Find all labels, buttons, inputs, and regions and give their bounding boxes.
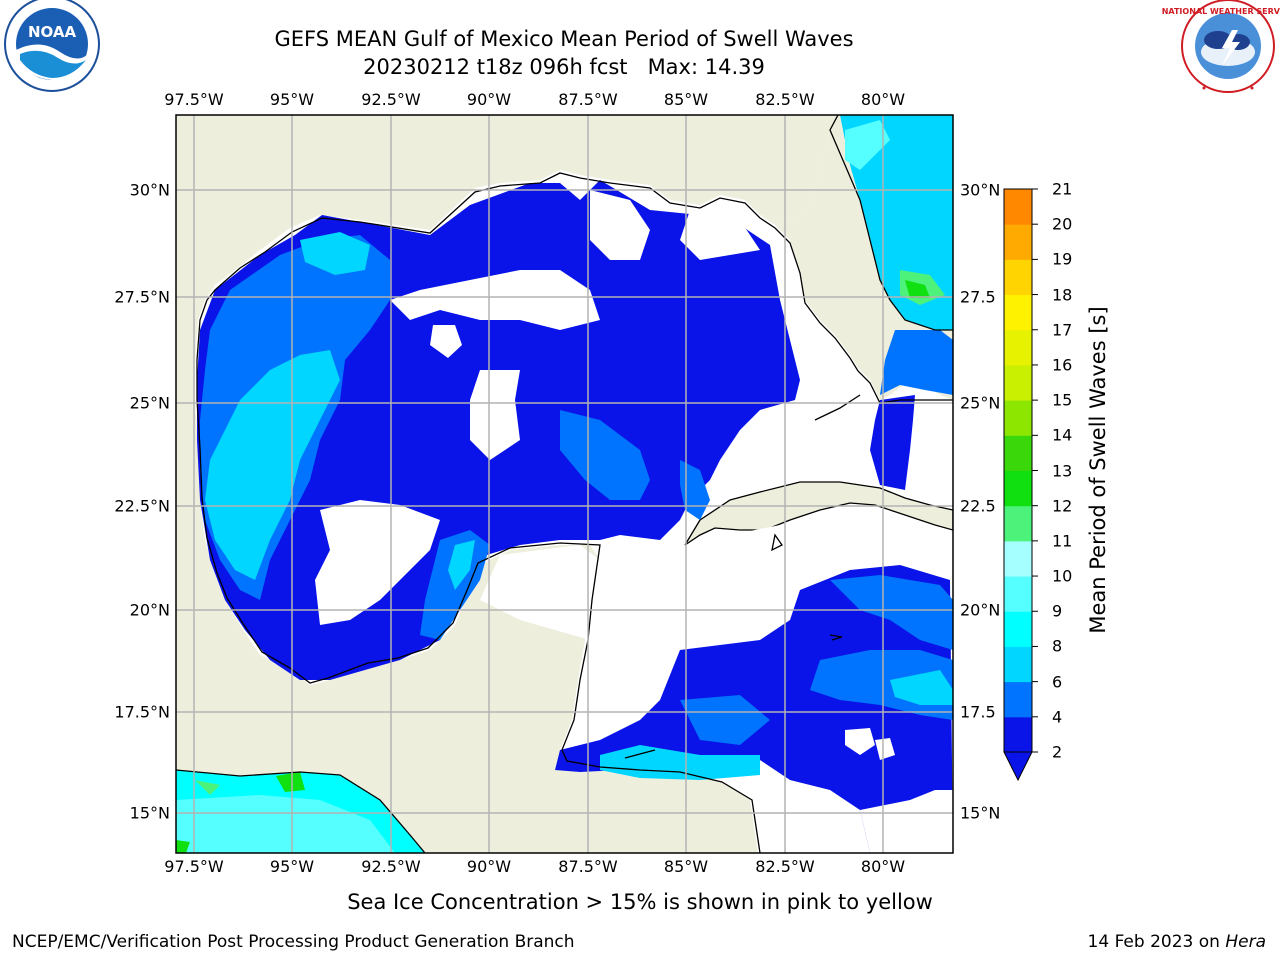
- lon-label-top: 92.5°W: [361, 90, 421, 109]
- noaa-logo-text: NOAA: [28, 23, 77, 41]
- colorbar-tick-label: 19: [1052, 249, 1073, 269]
- colorbar-swatch: [1004, 681, 1032, 718]
- colorbar-extend-arrow: [1003, 751, 1033, 782]
- chart-title: GEFS MEAN Gulf of Mexico Mean Period of …: [274, 27, 854, 51]
- colorbar-title: Mean Period of Swell Waves [s]: [1086, 306, 1110, 634]
- colorbar-swatch: [1004, 435, 1032, 471]
- lat-label-left: 22.5°N: [114, 496, 170, 516]
- lon-label-top: 85°W: [663, 90, 709, 109]
- colorbar-tick-label: 15: [1052, 390, 1073, 410]
- lon-label-bottom: 87.5°W: [558, 857, 618, 876]
- colorbar-swatch: [1004, 646, 1032, 683]
- lat-label-right: 20°N: [960, 600, 1001, 620]
- colorbar-swatch: [1004, 576, 1032, 612]
- colorbar-swatch: [1004, 329, 1032, 366]
- colorbar-tick-label: 9: [1052, 601, 1063, 621]
- lon-label-top: 82.5°W: [755, 90, 815, 109]
- colorbar-swatch: [1004, 224, 1032, 260]
- chart-subtitle: 20230212 t18z 096h fcst Max: 14.39: [363, 55, 765, 79]
- colorbar-tick-label: 16: [1052, 355, 1073, 375]
- lon-label-bottom: 97.5°W: [164, 857, 224, 876]
- colorbar-tick-label: 10: [1052, 566, 1073, 586]
- lon-label-top: 90°W: [466, 90, 512, 109]
- lat-label-right: 25°N: [960, 393, 1001, 413]
- swell-period-fill: [176, 115, 953, 853]
- colorbar-swatch: [1004, 189, 1032, 225]
- colorbar-swatch: [1004, 400, 1032, 436]
- footer-date-text: 14 Feb 2023 on: [1087, 932, 1226, 952]
- colorbar-swatch: [1004, 294, 1032, 331]
- colorbar-tick-label: 18: [1052, 285, 1073, 305]
- lon-label-bottom: 85°W: [663, 857, 709, 876]
- footer-date: 14 Feb 2023 on Hera: [1088, 932, 1266, 952]
- lon-label-top: 80°W: [860, 90, 906, 109]
- colorbar-tick-label: 8: [1052, 636, 1063, 656]
- colorbar-tick-label: 6: [1052, 672, 1063, 692]
- land-cuba: [684, 481, 953, 546]
- colorbar-swatch: [1004, 611, 1032, 647]
- colorbar-tick-label: 2: [1052, 742, 1063, 762]
- colorbar-tick-label: 14: [1052, 425, 1073, 445]
- colorbar-tick-label: 17: [1052, 320, 1073, 340]
- lon-label-bottom: 80°W: [860, 857, 906, 876]
- nws-ring-text: NATIONAL WEATHER SERVICE: [1162, 7, 1280, 16]
- footer-host: Hera: [1225, 932, 1266, 952]
- lat-label-left: 30°N: [129, 180, 170, 200]
- colorbar-swatch: [1004, 540, 1032, 577]
- colorbar-tick-label: 12: [1052, 496, 1073, 516]
- lat-label-right: 15°N: [960, 803, 1001, 823]
- lon-label-top: 95°W: [269, 90, 315, 109]
- colorbar: [1003, 188, 1038, 782]
- lat-label-left: 17.5°N: [114, 702, 170, 722]
- lat-label-right: 27.5: [960, 287, 996, 307]
- coastlines: [176, 115, 953, 853]
- lat-label-right: 30°N: [960, 180, 1001, 200]
- footer-credit: NCEP/EMC/Verification Post Processing Pr…: [12, 932, 575, 952]
- colorbar-tick-label: 4: [1052, 707, 1063, 727]
- lon-label-bottom: 82.5°W: [755, 857, 815, 876]
- lat-label-left: 15°N: [129, 803, 170, 823]
- lon-label-bottom: 90°W: [466, 857, 512, 876]
- lon-label-bottom: 95°W: [269, 857, 315, 876]
- lon-label-top: 97.5°W: [164, 90, 224, 109]
- lat-label-left: 27.5°N: [114, 287, 170, 307]
- colorbar-swatch: [1004, 470, 1032, 507]
- colorbar-swatch: [1004, 716, 1032, 753]
- colorbar-swatch: [1004, 505, 1032, 542]
- lat-label-right: 22.5: [960, 496, 996, 516]
- lat-label-right: 17.5: [960, 702, 996, 722]
- map-gridlines: [176, 115, 953, 853]
- colorbar-tick-label: 20: [1052, 214, 1073, 234]
- lat-label-left: 20°N: [129, 600, 170, 620]
- map-frame: [175, 114, 954, 854]
- lon-label-bottom: 92.5°W: [361, 857, 421, 876]
- lat-label-left: 25°N: [129, 393, 170, 413]
- colorbar-swatch: [1004, 364, 1032, 401]
- colorbar-tick-label: 11: [1052, 531, 1073, 551]
- colorbar-swatch: [1004, 259, 1032, 296]
- colorbar-tick-label: 13: [1052, 461, 1073, 480]
- noaa-logo: NOAA: [4, 0, 100, 92]
- nws-logo: NATIONAL WEATHER SERVICE: [1162, 0, 1280, 94]
- lon-label-top: 87.5°W: [558, 90, 618, 109]
- sea-ice-note: Sea Ice Concentration > 15% is shown in …: [347, 890, 933, 914]
- map-content: [176, 115, 953, 853]
- colorbar-tick-label: 21: [1052, 179, 1073, 199]
